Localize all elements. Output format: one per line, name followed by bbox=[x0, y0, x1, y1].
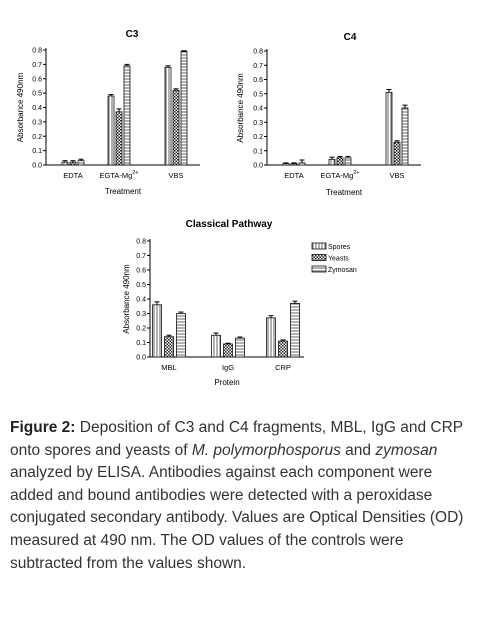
y-tick-label: 0.0 bbox=[253, 163, 263, 170]
chart-classical-pathway: Classical Pathway 0.0 0.1 0.2 0.3 0.4 0.5 0.6 0.… bbox=[122, 219, 357, 387]
bar-igg-series-2 bbox=[223, 343, 233, 358]
bar-mbl-series-2 bbox=[164, 336, 174, 358]
y-tick-label: 0.3 bbox=[32, 119, 42, 126]
bar-edta-series-3 bbox=[77, 160, 85, 166]
bar-vbs-series-1 bbox=[385, 91, 393, 166]
y-tick-label: 0.7 bbox=[32, 62, 42, 69]
y-tick-label: 0.0 bbox=[32, 163, 42, 170]
y-tick-label: 0.2 bbox=[32, 134, 42, 141]
legend-swatch-series-2 bbox=[311, 254, 327, 261]
caption-text-1: Deposition of C3 and C4 fragments, MBL, … bbox=[10, 419, 463, 459]
x-axis-label: Protein bbox=[214, 378, 239, 387]
x-tick-label: MBL bbox=[161, 363, 176, 372]
x-tick-label: IgG bbox=[222, 363, 234, 372]
bar-egta-mg-series-3 bbox=[344, 157, 352, 166]
caption-species: M. polymorphosporus bbox=[191, 441, 341, 459]
bar-edta-series-2 bbox=[290, 163, 298, 166]
y-tick-label: 0.5 bbox=[136, 282, 146, 289]
chart-title: Classical Pathway bbox=[186, 219, 273, 230]
x-tick-label: EGTA-Mg2+ bbox=[99, 170, 138, 180]
legend-swatch-series-1 bbox=[311, 242, 327, 250]
x-tick-label-superscript: 2+ bbox=[132, 170, 138, 176]
y-tick-label: 0.1 bbox=[32, 148, 42, 155]
y-tick-label: 0.3 bbox=[136, 311, 146, 318]
y-axis-label: Absorbance 490nm bbox=[236, 73, 245, 143]
legend-label-series-2: Yeasts bbox=[328, 256, 349, 263]
x-tick-label: VBS bbox=[389, 171, 404, 180]
legend-swatch-series-3 bbox=[311, 265, 327, 273]
y-tick-label: 0.2 bbox=[253, 134, 263, 141]
chart-title: C4 bbox=[344, 32, 357, 43]
caption-label: Figure 2: bbox=[10, 419, 76, 436]
y-tick-label: 0.8 bbox=[32, 48, 42, 55]
bar-vbs-series-3 bbox=[401, 107, 409, 166]
legend-label-series-3: Zymosan bbox=[328, 267, 357, 274]
bar-edta-series-1 bbox=[282, 163, 290, 166]
x-tick-label: EDTA bbox=[63, 171, 82, 180]
bar-egta-mg-series-1 bbox=[107, 95, 115, 166]
y-tick-label: 0.8 bbox=[253, 49, 263, 56]
y-tick-label: 0.7 bbox=[253, 63, 263, 70]
bar-crp-series-3 bbox=[290, 302, 300, 358]
bar-edta-series-2 bbox=[69, 161, 77, 166]
chart-c3: C3 0.0 0.1 0.2 0.3 0.4 0.5 0.6 0.7 0.8 Absorbance … bbox=[16, 29, 200, 196]
y-tick-label: 0.2 bbox=[136, 326, 146, 333]
x-tick-label: EGTA-Mg2+ bbox=[320, 170, 359, 180]
x-tick-label: VBS bbox=[168, 171, 183, 180]
bar-crp-series-1 bbox=[266, 317, 276, 358]
y-tick-label: 0.4 bbox=[253, 106, 263, 113]
bar-mbl-series-1 bbox=[152, 304, 162, 358]
y-tick-label: 0.6 bbox=[32, 76, 42, 83]
y-tick-label: 0.0 bbox=[136, 355, 146, 362]
y-axis-label: Absorbance 490nm bbox=[122, 264, 131, 334]
bar-edta-series-1 bbox=[61, 161, 69, 166]
x-axis-label: Treatment bbox=[326, 188, 363, 197]
bar-igg-series-1 bbox=[211, 334, 221, 358]
y-tick-label: 0.6 bbox=[136, 268, 146, 275]
legend-label-series-1: Spores bbox=[328, 244, 351, 251]
y-tick-label: 0.1 bbox=[253, 148, 263, 155]
bar-vbs-series-1 bbox=[164, 66, 172, 166]
figure-caption: Figure 2: Deposition of C3 and C4 fragme… bbox=[10, 417, 472, 575]
caption-zymosan: zymosan bbox=[375, 441, 438, 459]
y-tick-label: 0.6 bbox=[253, 77, 263, 84]
caption-text-3: analyzed by ELISA. Antibodies against ea… bbox=[10, 464, 464, 572]
caption-text-2: and bbox=[340, 441, 376, 459]
x-tick-label: EDTA bbox=[284, 171, 303, 180]
y-tick-label: 0.3 bbox=[253, 120, 263, 127]
y-axis-label: Absorbance 490nm bbox=[16, 72, 25, 142]
bar-egta-mg-series-1 bbox=[328, 158, 336, 166]
bar-vbs-series-2 bbox=[393, 141, 401, 166]
y-tick-label: 0.1 bbox=[136, 340, 146, 347]
bar-egta-mg-series-3 bbox=[123, 65, 131, 166]
bar-egta-mg-series-2 bbox=[336, 157, 344, 166]
bar-mbl-series-3 bbox=[176, 313, 186, 358]
bar-vbs-series-2 bbox=[172, 89, 180, 166]
x-tick-label: CRP bbox=[275, 363, 291, 372]
bar-egta-mg-series-2 bbox=[115, 111, 123, 166]
bar-edta-series-3 bbox=[298, 162, 306, 166]
y-tick-label: 0.8 bbox=[136, 239, 146, 246]
y-tick-label: 0.5 bbox=[253, 91, 263, 98]
x-tick-label-superscript: 2+ bbox=[353, 170, 359, 176]
y-tick-label: 0.7 bbox=[136, 253, 146, 260]
figure-panels: C3 0.0 0.1 0.2 0.3 0.4 0.5 0.6 0.7 0.8 Absorbance … bbox=[16, 29, 421, 387]
chart-title: C3 bbox=[126, 29, 139, 40]
x-axis-label: Treatment bbox=[105, 187, 142, 196]
y-tick-label: 0.4 bbox=[32, 105, 42, 112]
y-tick-label: 0.5 bbox=[32, 91, 42, 98]
bar-crp-series-2 bbox=[278, 340, 288, 358]
bar-igg-series-3 bbox=[235, 337, 245, 358]
y-tick-label: 0.4 bbox=[136, 297, 146, 304]
chart-c4: C4 0.0 0.1 0.2 0.3 0.4 0.5 0.6 0.7 0.8 Absorbance … bbox=[236, 32, 421, 197]
bar-vbs-series-3 bbox=[180, 51, 188, 166]
